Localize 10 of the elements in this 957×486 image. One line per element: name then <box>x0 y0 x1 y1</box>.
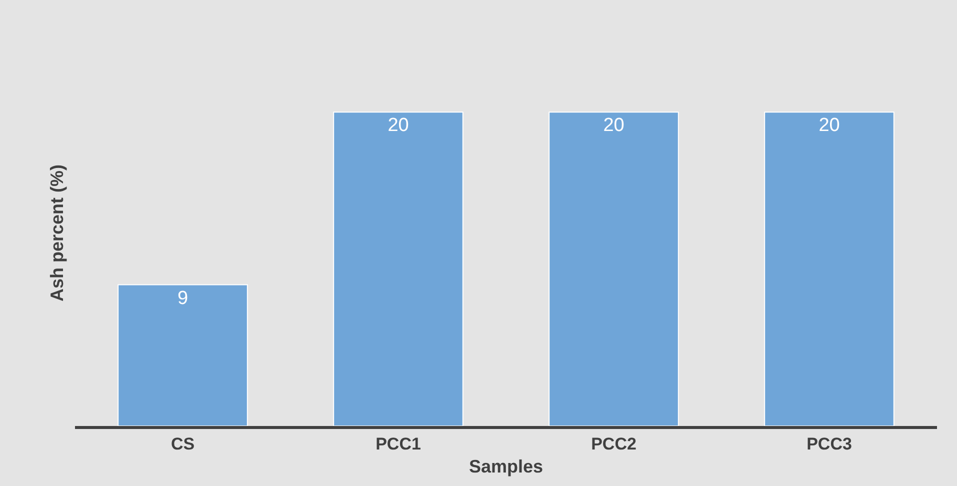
data-label: 20 <box>388 115 409 136</box>
x-tick-label: PCC3 <box>806 434 852 454</box>
data-label: 20 <box>603 115 624 136</box>
data-label: 9 <box>177 288 188 309</box>
x-tick-label: PCC1 <box>376 434 421 454</box>
x-axis-title: Samples <box>468 456 544 476</box>
x-tick-label: PCC2 <box>591 434 636 454</box>
x-tick-label: CS <box>170 434 195 454</box>
data-label: 20 <box>818 115 840 136</box>
y-axis-title: Ash percent (%) <box>47 164 68 302</box>
